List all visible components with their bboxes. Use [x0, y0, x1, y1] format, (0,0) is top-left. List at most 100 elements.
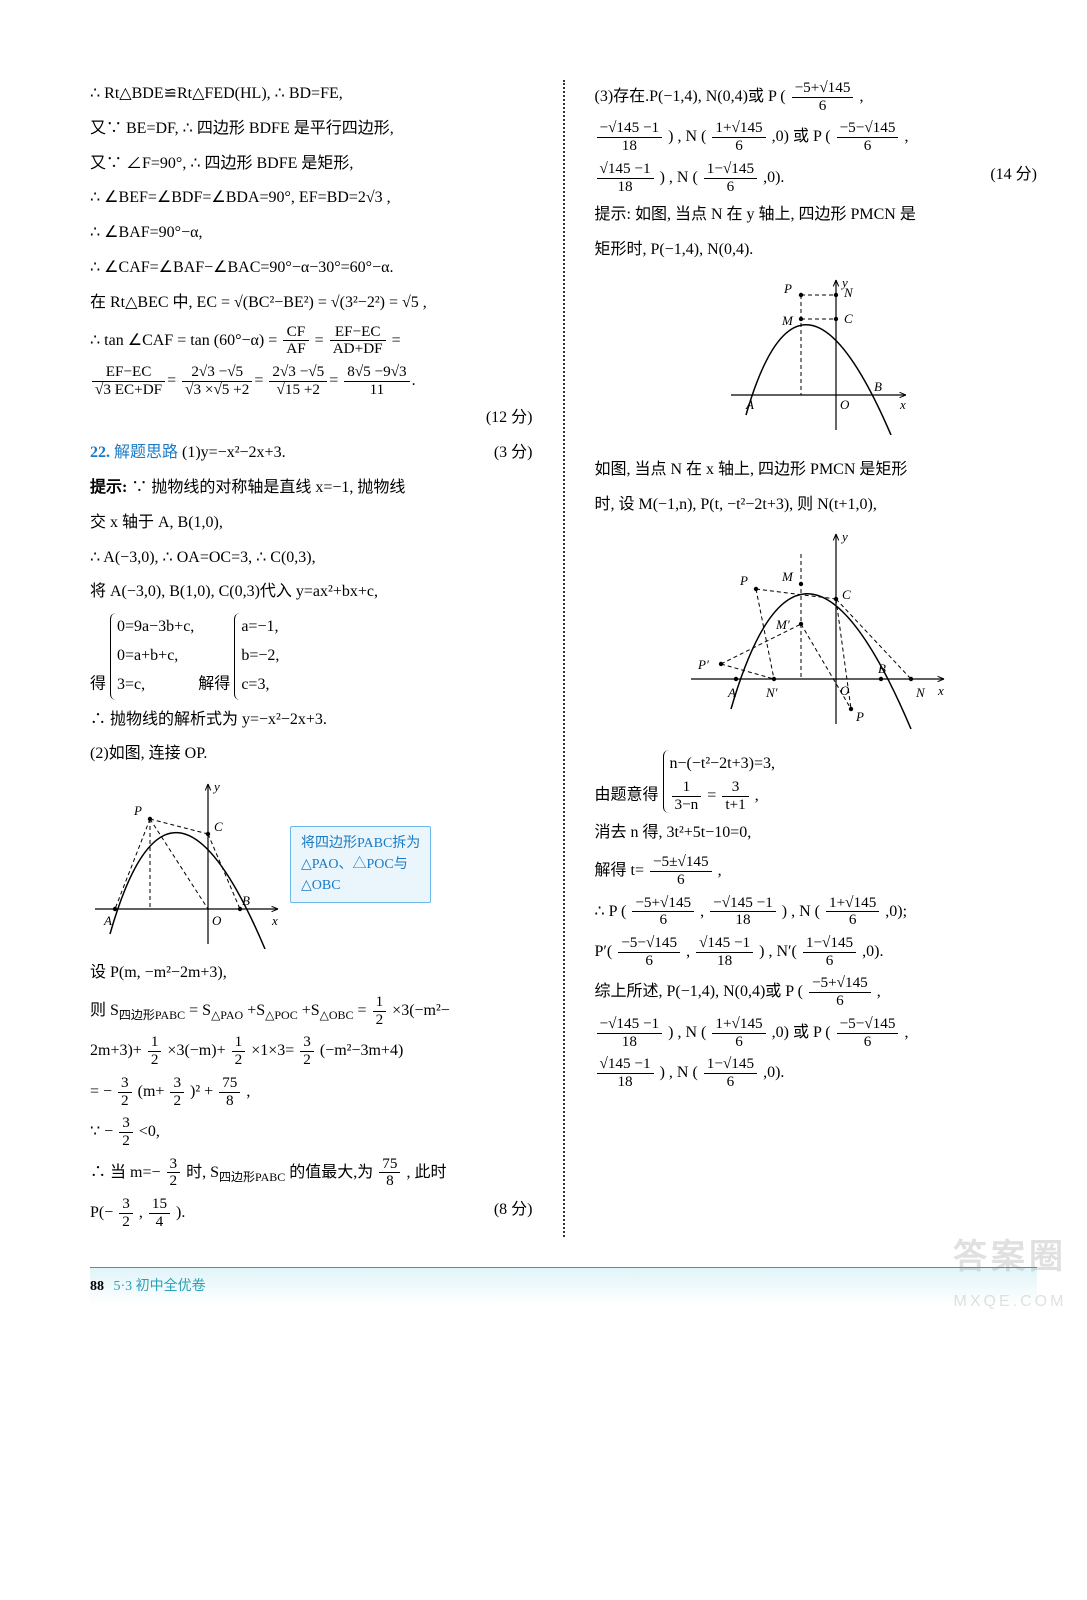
d: √15 +2	[269, 382, 327, 399]
n: 8√5 −9√3	[344, 364, 409, 382]
n: −5+√145	[632, 895, 694, 913]
parabola-figure-1: OxyPNCMAB	[726, 275, 906, 435]
text: √145 −118 ) , N ( 1−√1456 ,0).	[595, 1056, 1038, 1090]
text: 交 x 轴于 A, B(1,0),	[90, 509, 533, 538]
t: (3)存在.P(−1,4), N(0,4)或 P (	[595, 88, 786, 105]
t: 0=a+b+c,	[117, 647, 178, 664]
d: 6	[618, 953, 680, 970]
figure-2: OxyCMM′PP′N′NBAP	[595, 529, 1038, 740]
svg-text:y: y	[212, 779, 220, 794]
n: √145 −1	[597, 1056, 654, 1074]
svg-text:N: N	[843, 285, 854, 300]
text: 2m+3)+ 12 ×3(−m)+ 12 ×1×3= 32 (−m²−3m+4)	[90, 1034, 533, 1068]
n: −√145 −1	[710, 895, 776, 913]
t: 时, S	[186, 1164, 219, 1181]
svg-text:M: M	[781, 313, 794, 328]
t: ,	[755, 787, 759, 804]
d: 2	[167, 1173, 181, 1190]
d: 18	[597, 1034, 663, 1051]
t: ×3(−m)+	[167, 1042, 225, 1059]
t: a=−1,	[241, 618, 278, 635]
text: P(− 32 , 154 ). (8 分)	[90, 1196, 533, 1230]
text: P′( −5−√1456 , √145 −118 ) , N′( 1−√1456…	[595, 935, 1038, 969]
d: 2	[118, 1093, 132, 1110]
t: ,	[877, 983, 881, 1000]
qnum: 22.	[90, 444, 110, 461]
column-divider	[563, 80, 565, 1237]
t: △PAO、△POC与	[301, 857, 408, 872]
t: =	[358, 1002, 371, 1019]
d: 2	[300, 1052, 314, 1069]
annotation-box: 将四边形PABC拆为 △PAO、△POC与 △OBC	[290, 826, 431, 903]
n: −5+√145	[792, 80, 854, 98]
den: AD+DF	[330, 341, 386, 358]
d: 2	[232, 1052, 246, 1069]
svg-text:M′: M′	[775, 617, 790, 632]
text: −√145 −118 ) , N ( 1+√1456 ,0) 或 P ( −5−…	[595, 1016, 1038, 1050]
svg-text:P: P	[133, 803, 142, 818]
t: ,0) 或 P (	[772, 1024, 831, 1041]
t: ,	[904, 1024, 908, 1041]
t: 解得 t=	[595, 862, 644, 879]
svg-text:B: B	[878, 661, 886, 676]
hint-label: 提示:	[90, 479, 127, 496]
d: 18	[696, 953, 753, 970]
t: ) , N (	[782, 902, 820, 919]
d: 2	[373, 1012, 387, 1029]
svg-text:P′: P′	[697, 657, 709, 672]
text: ∴ A(−3,0), ∴ OA=OC=3, ∴ C(0,3),	[90, 544, 533, 573]
d: 6	[837, 138, 899, 155]
figure-with-annotation: OxyPCAB 将四边形PABC拆为 △PAO、△POC与 △OBC	[90, 779, 533, 949]
text: 消去 n 得, 3t²+5t−10=0,	[595, 819, 1038, 848]
svg-text:x: x	[271, 913, 278, 928]
n: −√145 −1	[597, 1016, 663, 1034]
d: 6	[803, 953, 856, 970]
n: √145 −1	[597, 161, 654, 179]
d: 11	[344, 382, 409, 399]
num: EF−EC	[330, 324, 386, 342]
text: 解得 t= −5±√1456 ,	[595, 854, 1038, 888]
t: ∵ 抛物线的对称轴是直线 x=−1, 抛物线	[131, 479, 405, 496]
sub: △OBC	[320, 1008, 354, 1022]
t: 解得	[198, 676, 230, 693]
text: ∴ ∠BEF=∠BDF=∠BDA=90°, EF=BD=2√3 ,	[90, 184, 533, 213]
d: 2	[119, 1214, 133, 1231]
svg-text:B: B	[874, 379, 882, 394]
hint-label: 提示:	[595, 206, 631, 223]
t: =	[315, 331, 328, 348]
equation-system: 由题意得 n−(−t²−2t+3)=3, 13−n = 3t+1 ,	[595, 750, 1038, 813]
text: ∴ 当 m=− 32 时, S四边形PABC 的值最大,为 758 , 此时	[90, 1156, 533, 1190]
watermark: 答案圈 MXQE.COM	[953, 1227, 1067, 1317]
t: c=3,	[241, 676, 269, 693]
n: 3	[167, 1156, 181, 1174]
d: 6	[650, 872, 712, 889]
text: 又∵ BE=DF, ∴ 四边形 BDFE 是平行四边形,	[90, 115, 533, 144]
n: −5−√145	[837, 1016, 899, 1034]
n: 1+√145	[826, 895, 879, 913]
qlabel: 解题思路	[114, 444, 178, 461]
t: , 此时	[406, 1164, 446, 1181]
page-footer: 88 5·3 初中全优卷	[90, 1267, 1037, 1305]
t: ) , N (	[660, 169, 698, 186]
svg-text:N: N	[915, 685, 926, 700]
t: ) , N′(	[759, 943, 797, 960]
t: ,0);	[885, 902, 907, 919]
text: EF−EC√3 EC+DF= 2√3 −√5√3 ×√5 +2= 2√3 −√5…	[90, 364, 533, 398]
d: 6	[837, 1034, 899, 1051]
svg-text:A: A	[727, 685, 736, 700]
sub: 四边形PABC	[119, 1008, 185, 1022]
n: 15	[149, 1196, 170, 1214]
d: 6	[712, 1034, 765, 1051]
text: (2)如图, 连接 OP.	[90, 740, 533, 769]
text: = − 32 (m+ 32 )² + 758 ,	[90, 1075, 533, 1109]
figure-1: OxyPNCMAB	[595, 275, 1038, 446]
watermark-text: 答案圈	[953, 1227, 1067, 1288]
text: ∴ 抛物线的解析式为 y=−x²−2x+3.	[90, 706, 533, 735]
text: 矩形时, P(−1,4), N(0,4).	[595, 236, 1038, 265]
t: P′(	[595, 943, 613, 960]
svg-text:P: P	[739, 573, 748, 588]
sub: 四边形PABC	[219, 1170, 285, 1184]
parabola-figure-2: OxyCMM′PP′N′NBAP	[686, 529, 946, 729]
svg-text:P: P	[855, 709, 864, 724]
text: 提示: 如图, 当点 N 在 y 轴上, 四边形 PMCN 是	[595, 201, 1038, 230]
